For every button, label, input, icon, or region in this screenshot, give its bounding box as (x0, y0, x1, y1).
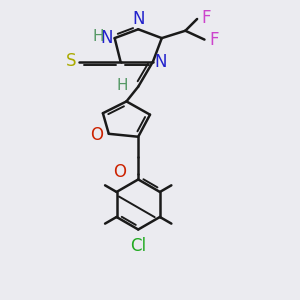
Text: O: O (91, 126, 103, 144)
Text: N: N (132, 10, 145, 28)
Text: H: H (93, 29, 104, 44)
Text: S: S (66, 52, 76, 70)
Text: N: N (154, 53, 167, 71)
Text: O: O (113, 163, 126, 181)
Text: F: F (202, 9, 211, 27)
Text: Cl: Cl (130, 237, 146, 255)
Text: F: F (209, 31, 218, 49)
Text: N: N (101, 28, 113, 46)
Text: H: H (116, 78, 128, 93)
